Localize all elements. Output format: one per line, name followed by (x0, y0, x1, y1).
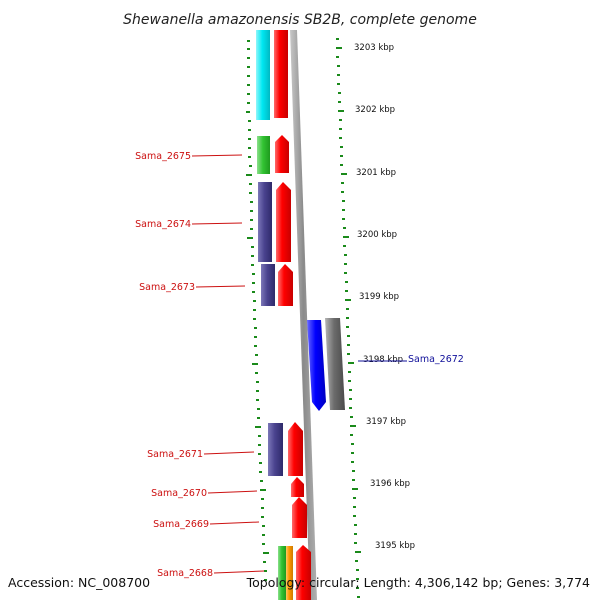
right-tick-marks (336, 38, 361, 598)
feature-orange-bar-2668[interactable] (286, 546, 293, 600)
gene-arrow-sama-2674[interactable] (276, 182, 291, 262)
kbp-label-3195: 3195 kbp (375, 541, 415, 551)
left-tick-marks (246, 40, 269, 581)
gene-label-sama-2672[interactable]: Sama_2672 (408, 354, 464, 365)
kbp-label-3197: 3197 kbp (366, 417, 406, 427)
feature-gray-bar[interactable] (325, 318, 345, 410)
genome-backbone (290, 30, 317, 600)
feature-cyan-bar[interactable] (256, 30, 270, 120)
map-title: Shewanella amazonensis SB2B, complete ge… (123, 12, 477, 28)
gene-arrow-sama-2672[interactable] (307, 320, 326, 411)
kbp-label-3196: 3196 kbp (370, 479, 410, 489)
feature-navy-bar-2673[interactable] (261, 264, 275, 306)
kbp-label-3203: 3203 kbp (354, 43, 394, 53)
gene-arrow-sama-2673[interactable] (278, 264, 293, 306)
gene-label-sama-2669[interactable]: Sama_2669 (153, 519, 209, 530)
accession-text: Accession: NC_008700 (8, 575, 150, 590)
gene-arrow-sama-2671[interactable] (288, 422, 303, 476)
gene-arrow-sama-2675[interactable] (275, 135, 289, 173)
kbp-label-3200: 3200 kbp (357, 230, 397, 240)
kbp-label-3201: 3201 kbp (356, 168, 396, 178)
gene-label-sama-2671[interactable]: Sama_2671 (147, 449, 203, 460)
kbp-labels: 3203 kbp 3202 kbp 3201 kbp 3200 kbp 3199… (354, 43, 415, 551)
topology-text: Topology: circular; Length: 4,306,142 bp… (246, 575, 590, 590)
kbp-label-3198: 3198 kbp (363, 355, 403, 365)
gene-arrow-top[interactable] (274, 30, 288, 118)
leader-lines (191, 154, 265, 574)
gene-labels: Sama_2675 Sama_2674 Sama_2673 Sama_2672 … (135, 151, 464, 579)
gene-arrow-sama-2670[interactable] (291, 477, 304, 497)
kbp-label-3202: 3202 kbp (355, 105, 395, 115)
gene-label-sama-2673[interactable]: Sama_2673 (139, 282, 195, 293)
feature-navy-bar-2671[interactable] (268, 423, 283, 476)
gene-features (256, 30, 345, 600)
gene-label-sama-2675[interactable]: Sama_2675 (135, 151, 191, 162)
gene-label-sama-2674[interactable]: Sama_2674 (135, 219, 191, 230)
gene-label-sama-2668[interactable]: Sama_2668 (157, 568, 213, 579)
feature-navy-bar-2674[interactable] (258, 182, 272, 262)
gene-arrow-sama-2669[interactable] (292, 497, 307, 538)
kbp-label-3199: 3199 kbp (359, 292, 399, 302)
gene-label-sama-2670[interactable]: Sama_2670 (151, 488, 207, 499)
feature-green-bar[interactable] (257, 136, 270, 174)
gene-arrow-sama-2668[interactable] (296, 545, 311, 600)
feature-green-bar-2668[interactable] (278, 546, 286, 600)
